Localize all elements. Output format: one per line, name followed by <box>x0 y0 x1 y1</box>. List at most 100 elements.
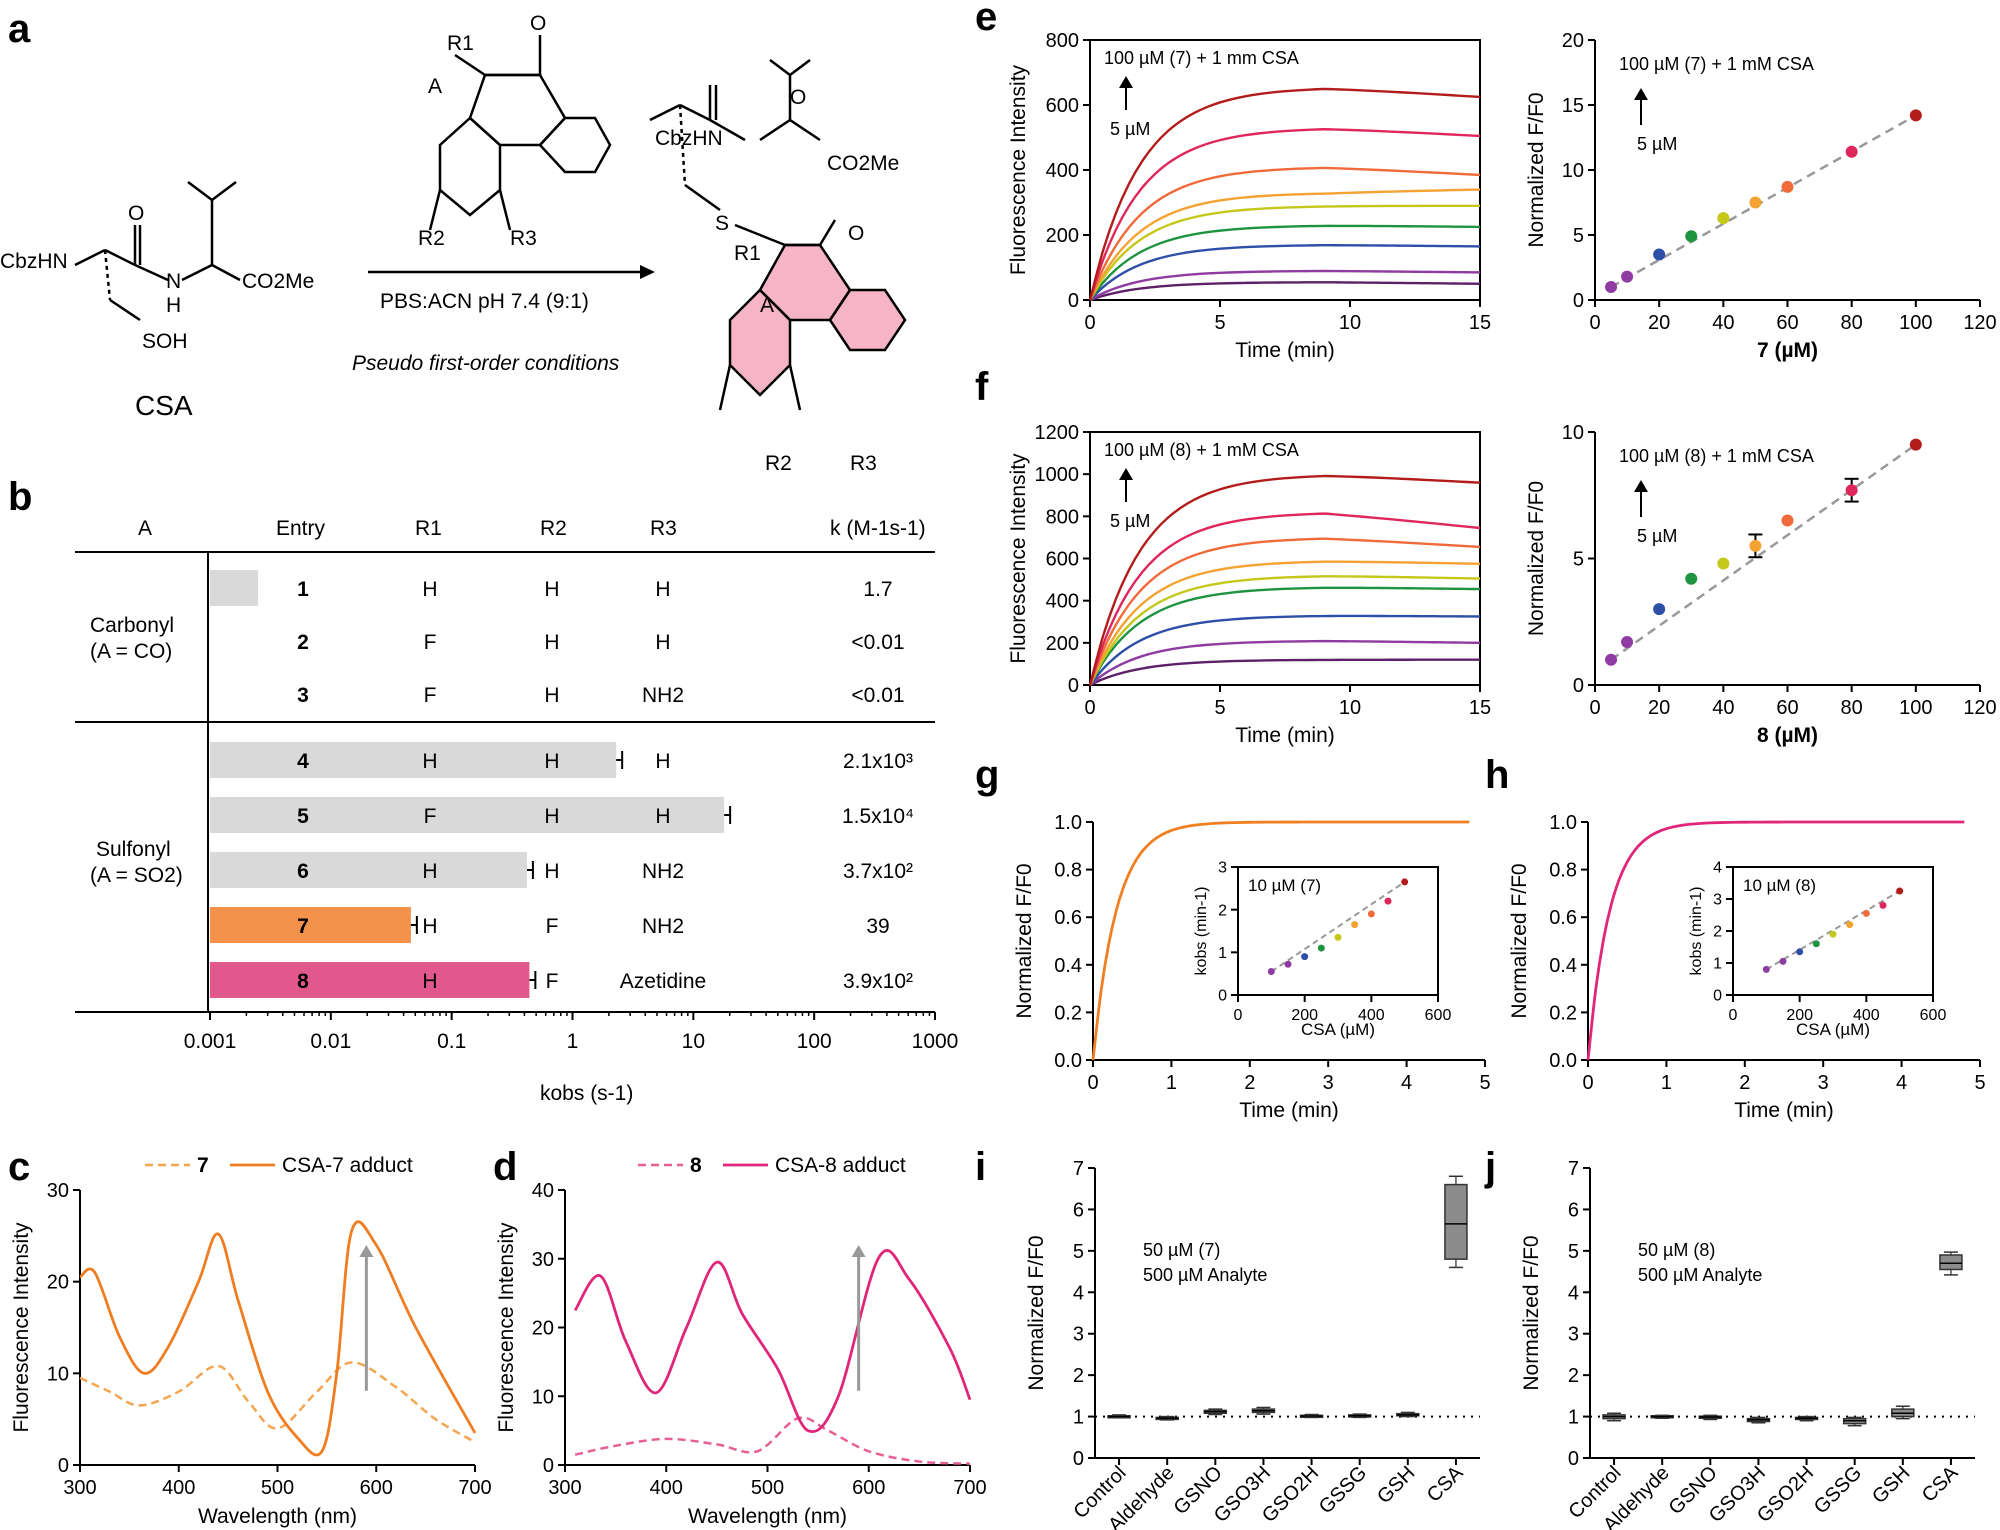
chart-f-right-title: 100 µM (8) + 1 mM CSA <box>1619 446 1814 466</box>
chart-h-inset-point <box>1879 901 1887 909</box>
group-sulfonyl-2: (A = SO2) <box>90 864 183 887</box>
kobs-x-tick-label: 1000 <box>912 1030 959 1053</box>
chart-f-left-trace <box>1088 575 1481 686</box>
panel-label-e: e <box>975 0 997 39</box>
chart-i-ylabel: Normalized F/F0 <box>1025 1235 1048 1390</box>
k-cell: <0.01 <box>851 684 904 707</box>
table-header: A Entry R1 R2 R3 k (M-1s-1) <box>138 517 926 540</box>
chart-g: 0 1 2 3 4 5 0.0 0.2 0.4 0.6 0.8 1.0 Time (min) Normal… <box>1013 812 1491 1122</box>
chart-f-right-point <box>1605 653 1618 666</box>
chart-g-inset-y-tick-label: 2 <box>1218 902 1227 919</box>
chart-h-inset-y-tick-label: 0 <box>1713 988 1722 1005</box>
chart-f-right-x-tick-label: 20 <box>1648 697 1670 719</box>
chart-g-y-tick-label: 0.4 <box>1054 955 1082 977</box>
chart-e-left-y-tick-label: 400 <box>1046 160 1079 182</box>
chart-h-xlabel: Time (min) <box>1734 1099 1834 1122</box>
chart-e-left-arrow-head <box>1119 76 1133 88</box>
chart-g-ylabel: Normalized F/F0 <box>1013 863 1036 1018</box>
chart-i-note-1: 50 µM (7) <box>1143 1240 1220 1260</box>
chart-e-left-trace <box>1088 166 1481 301</box>
chart-d-legend-probe: 8 <box>690 1154 702 1177</box>
chart-f-right-point <box>1845 484 1858 497</box>
chart-g-inset-point <box>1301 953 1309 961</box>
chart-h-trace <box>1586 820 1965 1061</box>
r3-cell: Azetidine <box>620 970 706 993</box>
k-cell: 3.7x10² <box>843 860 913 883</box>
chart-g-inset-point <box>1401 878 1409 886</box>
chart-h-x-tick-label: 2 <box>1739 1072 1750 1094</box>
chart-h-y-tick-label: 0.0 <box>1549 1050 1577 1072</box>
r3-cell: H <box>655 631 670 654</box>
chart-c-x-tick-label: 600 <box>360 1477 393 1499</box>
entry-cell: 8 <box>297 970 309 993</box>
chart-h-x-tick-label: 3 <box>1818 1072 1829 1094</box>
chart-e-right-xlabel: 7 (µM) <box>1757 339 1818 362</box>
chart-h-inset-y-tick-label: 1 <box>1713 956 1722 973</box>
chart-h-x-tick-label: 4 <box>1896 1072 1907 1094</box>
chart-d-x-tick-label: 500 <box>751 1477 784 1499</box>
kobs-bar <box>210 742 617 778</box>
product-scaffold <box>649 59 907 411</box>
r3-cell: H <box>655 578 670 601</box>
chart-d-series-probe <box>574 1416 971 1465</box>
chart-f-right-point <box>1621 635 1634 648</box>
chart-f-left-trace <box>1088 586 1481 686</box>
chart-h-inset-ylabel: kobs (min-1) <box>1688 887 1705 976</box>
chart-h-x-tick-label: 5 <box>1974 1072 1985 1094</box>
chart-f-left-y-tick-label: 1000 <box>1035 464 1080 486</box>
r2-cell: F <box>546 915 559 938</box>
chart-h-inset-x-tick-label: 400 <box>1853 1007 1880 1024</box>
chart-h-inset-point <box>1846 921 1854 929</box>
panel-label-g: g <box>975 753 999 797</box>
chart-d-y-tick-label: 20 <box>532 1318 554 1340</box>
chart-i-category-label: CSA <box>1423 1462 1468 1507</box>
chart-e-left-annotation: 5 µM <box>1110 119 1150 139</box>
header-r3: R3 <box>650 517 677 540</box>
r2-cell: F <box>546 970 559 993</box>
table-rows: 1 H H H 1.7 2 F H H <0.01 3 F H NH2 <0.01 4 H H H 2.1x10³ 5 F… <box>210 570 914 998</box>
kobs-axis: 0.001 0.01 0.1 1 10 100 1000 <box>184 1012 959 1053</box>
chart-f-right-x-tick-label: 100 <box>1899 697 1932 719</box>
reactant-csa <box>74 181 241 322</box>
chart-g-x-tick-label: 2 <box>1244 1072 1255 1094</box>
chart-j-category-label: GSSG <box>1810 1462 1866 1518</box>
chart-g-inset-point <box>1384 897 1392 905</box>
chart-f-right-ylabel: Normalized F/F0 <box>1525 481 1548 636</box>
chart-c-legend-probe: 7 <box>197 1154 209 1177</box>
panel-label-i: i <box>975 1145 986 1189</box>
chart-g-y-tick-label: 0.8 <box>1054 860 1082 882</box>
r1-cell: H <box>422 578 437 601</box>
reagent-r1: R1 <box>447 32 474 55</box>
chart-d-legend-adduct: CSA-8 adduct <box>775 1154 906 1177</box>
chart-e-right-y-tick-label: 0 <box>1573 290 1584 312</box>
chart-j-y-tick-label: 2 <box>1568 1365 1579 1387</box>
chart-j-y-tick-label: 3 <box>1568 1324 1579 1346</box>
chart-e-right-x-tick-label: 0 <box>1589 312 1600 334</box>
chart-g-y-tick-label: 1.0 <box>1054 812 1082 834</box>
csa-label: CSA <box>135 390 193 421</box>
chart-h-y-tick-label: 0.4 <box>1549 955 1577 977</box>
chart-f-left-xlabel: Time (min) <box>1235 724 1335 747</box>
chart-f-right-arrow-head <box>1634 480 1648 492</box>
entry-cell: 4 <box>297 750 309 773</box>
panel-label-h: h <box>1485 753 1509 797</box>
r2-cell: H <box>544 578 559 601</box>
panel-label-f: f <box>975 365 989 409</box>
chart-g-inset-x-tick-label: 200 <box>1291 1007 1318 1024</box>
k-cell: <0.01 <box>851 631 904 654</box>
chart-c-y-tick-label: 10 <box>47 1363 69 1385</box>
r2-cell: H <box>544 805 559 828</box>
chart-e-right-x-tick-label: 20 <box>1648 312 1670 334</box>
chart-g-inset-x-tick-label: 0 <box>1234 1007 1243 1024</box>
chart-g-inset-point <box>1284 960 1292 968</box>
entry-cell: 7 <box>297 915 309 938</box>
chart-f-right: 0 20 40 60 80 100 120 0 5 10 100 µM (8) + 1 mM CSA… <box>1525 422 1997 747</box>
chart-c-xlabel: Wavelength (nm) <box>198 1505 357 1528</box>
chart-h-inset-point <box>1762 965 1770 973</box>
chart-c-x-tick-label: 400 <box>162 1477 195 1499</box>
chart-g-trace <box>1091 820 1470 1061</box>
chart-g-inset-y-tick-label: 3 <box>1218 860 1227 877</box>
chart-h-inset-label: 10 µM (8) <box>1743 876 1816 895</box>
chart-f-left-x-tick-label: 0 <box>1084 697 1095 719</box>
